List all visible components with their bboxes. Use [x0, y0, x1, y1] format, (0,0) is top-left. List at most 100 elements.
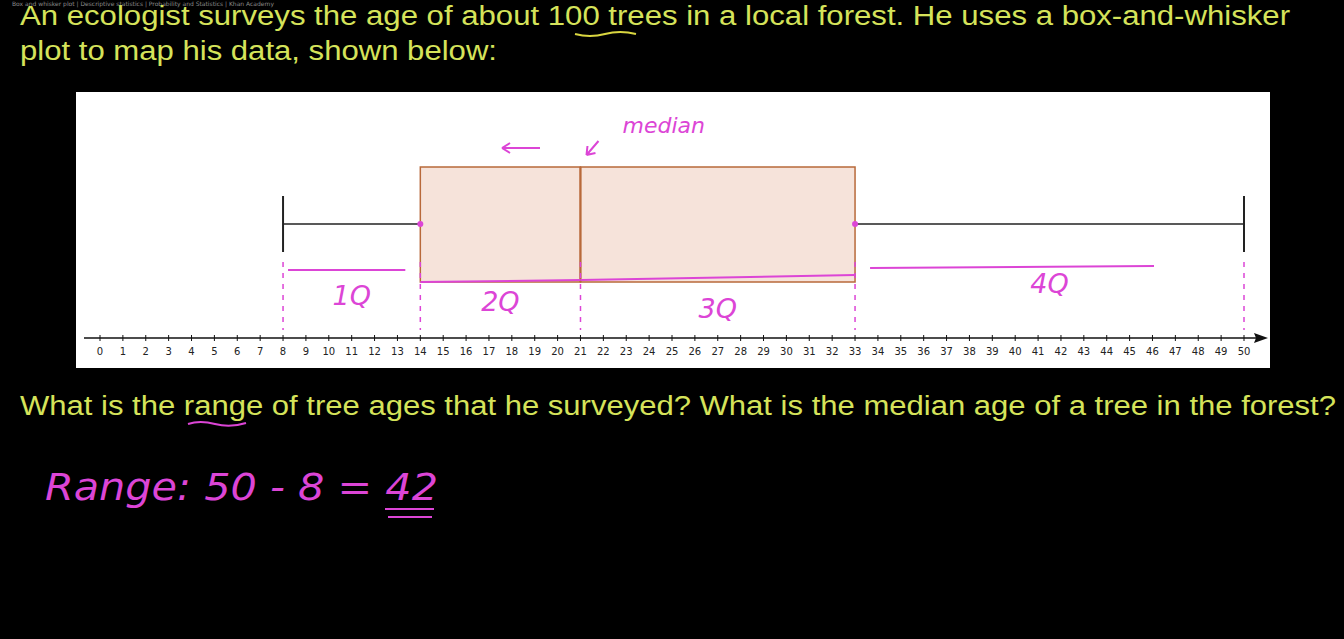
x-tick-label: 23: [620, 346, 633, 357]
x-tick: [305, 335, 306, 341]
x-tick-label: 0: [97, 346, 103, 357]
x-tick-label: 22: [597, 346, 610, 357]
x-tick: [145, 335, 146, 341]
x-tick-label: 37: [940, 346, 953, 357]
x-tick: [1175, 335, 1176, 341]
x-tick: [786, 335, 787, 341]
whisker-cap-max: [1243, 196, 1245, 252]
x-tick: [1015, 335, 1016, 341]
dashed-marker: [854, 262, 856, 330]
x-tick: [260, 335, 261, 341]
quartile-label: 2Q: [481, 286, 519, 317]
x-tick: [100, 335, 101, 341]
x-tick: [191, 335, 192, 341]
whisker-high: [855, 223, 1244, 225]
dashed-marker: [1243, 262, 1245, 330]
x-tick-label: 44: [1100, 346, 1113, 357]
x-tick: [946, 335, 947, 341]
x-tick: [488, 335, 489, 341]
x-tick-label: 42: [1055, 346, 1068, 357]
x-tick-label: 45: [1123, 346, 1136, 357]
box-lower: [420, 167, 580, 282]
x-tick: [1106, 335, 1107, 341]
dashed-marker: [420, 262, 422, 330]
x-tick: [649, 335, 650, 341]
x-tick: [1152, 335, 1153, 341]
question-ask: What is the range of tree ages that he s…: [20, 391, 1336, 421]
x-tick: [122, 335, 123, 341]
x-tick: [923, 335, 924, 341]
x-tick: [694, 335, 695, 341]
x-tick-label: 50: [1238, 346, 1251, 357]
x-tick: [397, 335, 398, 341]
x-tick-label: 33: [849, 346, 862, 357]
quartile-label: 4Q: [1030, 268, 1068, 299]
axis-arrow: [1254, 333, 1268, 343]
x-tick-label: 47: [1169, 346, 1182, 357]
x-tick-label: 40: [1009, 346, 1022, 357]
double-underline: [388, 516, 432, 518]
background: [0, 0, 1344, 639]
x-tick: [832, 335, 833, 341]
x-tick-label: 49: [1215, 346, 1228, 357]
q3-dot: [852, 221, 858, 227]
dashed-marker: [580, 262, 582, 330]
x-tick-label: 41: [1032, 346, 1045, 357]
x-tick: [443, 335, 444, 341]
x-tick: [214, 335, 215, 341]
x-tick-label: 48: [1192, 346, 1205, 357]
x-tick-label: 34: [872, 346, 885, 357]
x-tick: [420, 335, 421, 341]
x-tick-label: 30: [780, 346, 793, 357]
x-tick-label: 10: [322, 346, 335, 357]
x-tick: [1244, 335, 1245, 341]
x-tick-label: 3: [165, 346, 171, 357]
x-tick: [511, 335, 512, 341]
x-tick: [351, 335, 352, 341]
x-tick: [557, 335, 558, 341]
quartile-stroke: [420, 280, 580, 282]
whisker-cap-min: [282, 196, 284, 252]
x-tick-label: 43: [1077, 346, 1090, 357]
x-tick: [992, 335, 993, 341]
x-tick: [1198, 335, 1199, 341]
x-tick-label: 1: [120, 346, 126, 357]
x-tick: [672, 335, 673, 341]
x-tick-label: 9: [303, 346, 309, 357]
x-tick-label: 8: [280, 346, 286, 357]
x-tick-label: 26: [689, 346, 702, 357]
x-tick-label: 6: [234, 346, 240, 357]
question-line: An ecologist surveys the age of about 10…: [20, 1, 1290, 31]
quartile-label: 3Q: [699, 293, 737, 324]
x-tick-label: 19: [528, 346, 541, 357]
x-tick-label: 7: [257, 346, 263, 357]
whisker-low: [283, 223, 420, 225]
x-tick: [1221, 335, 1222, 341]
x-tick-label: 27: [711, 346, 724, 357]
x-tick-label: 17: [483, 346, 496, 357]
x-tick: [626, 335, 627, 341]
x-tick-label: 18: [505, 346, 518, 357]
x-tick: [763, 335, 764, 341]
x-tick: [740, 335, 741, 341]
x-tick-label: 35: [894, 346, 907, 357]
x-tick: [1129, 335, 1130, 341]
median-label: median: [622, 113, 704, 138]
screen: Box and whisker plot | Descriptive stati…: [0, 0, 1344, 639]
q1-dot: [417, 221, 423, 227]
x-tick-label: 36: [917, 346, 930, 357]
quartile-stroke: [288, 269, 405, 271]
x-tick: [466, 335, 467, 341]
x-tick: [1060, 335, 1061, 341]
x-tick-label: 16: [460, 346, 473, 357]
left-arrow: [502, 143, 540, 153]
chart-panel: [76, 92, 1270, 368]
x-tick: [603, 335, 604, 341]
underline: [575, 32, 636, 36]
x-tick-label: 5: [211, 346, 217, 357]
x-tick: [855, 335, 856, 341]
x-tick-label: 46: [1146, 346, 1159, 357]
x-tick: [877, 335, 878, 341]
x-tick: [1038, 335, 1039, 341]
x-tick: [900, 335, 901, 341]
